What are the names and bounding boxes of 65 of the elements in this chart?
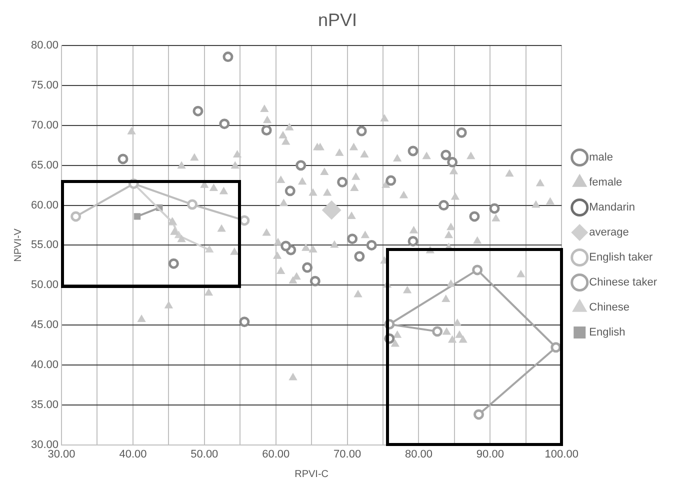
- y-axis-title: NPVI-V: [12, 228, 24, 262]
- point: [310, 276, 320, 286]
- legend-label: average: [589, 226, 629, 239]
- point: [296, 160, 306, 171]
- chart-title: nPVI: [318, 10, 358, 30]
- point: [356, 126, 367, 136]
- x-tick-label: 40.00: [119, 448, 147, 460]
- point: [239, 316, 250, 328]
- y-tick-label: 60.00: [30, 199, 59, 212]
- point: [261, 124, 272, 136]
- y-tick-label: 75.00: [30, 80, 59, 92]
- y-tick-label: 65.00: [30, 159, 59, 172]
- legend-label: male: [589, 152, 613, 164]
- legend-label: Chinese taker: [589, 276, 658, 289]
- legend-label: English: [589, 326, 626, 339]
- x-tick-label: 100.00: [544, 448, 578, 460]
- point: [280, 240, 292, 252]
- point: [432, 326, 443, 337]
- point: [386, 175, 396, 186]
- point: [192, 106, 204, 116]
- y-tick-label: 40.00: [30, 358, 59, 371]
- y-tick-label: 55.00: [30, 239, 59, 252]
- point: [489, 203, 500, 214]
- point: [222, 52, 234, 62]
- point: [354, 251, 365, 262]
- point: [118, 154, 128, 164]
- point: [438, 200, 449, 211]
- y-tick-label: 45.00: [30, 319, 59, 332]
- point: [168, 258, 179, 269]
- y-tick-label: 80.00: [30, 40, 59, 52]
- point: [134, 213, 141, 220]
- point: [302, 262, 313, 273]
- point: [366, 240, 377, 250]
- point: [347, 234, 358, 244]
- y-tick-label: 30.00: [30, 438, 59, 451]
- x-tick-label: 30.00: [48, 448, 76, 460]
- x-tick-label: 90.00: [476, 448, 504, 460]
- point: [205, 245, 214, 252]
- y-tick-label: 70.00: [30, 119, 59, 132]
- y-tick-label: 50.00: [30, 279, 59, 292]
- point: [472, 264, 483, 276]
- y-tick-label: 35.00: [30, 398, 59, 411]
- point: [70, 211, 82, 222]
- point: [284, 186, 296, 196]
- point: [550, 342, 562, 353]
- x-tick-label: 70.00: [334, 448, 362, 460]
- x-tick-label: 80.00: [404, 448, 433, 460]
- point: [469, 211, 480, 222]
- legend-label: Chinese: [589, 302, 630, 314]
- legend-label: female: [589, 176, 622, 189]
- point: [322, 200, 342, 220]
- legend-label: English taker: [589, 252, 654, 264]
- point: [408, 236, 418, 246]
- point: [337, 176, 348, 188]
- point: [408, 146, 418, 156]
- x-axis-title: RPVI-C: [294, 468, 329, 480]
- point: [474, 409, 484, 420]
- point: [219, 118, 230, 130]
- point: [440, 150, 452, 160]
- point: [456, 127, 467, 138]
- legend-label: Mandarin: [589, 202, 635, 214]
- x-tick-label: 50.00: [190, 448, 218, 460]
- point: [187, 199, 198, 210]
- point: [447, 156, 458, 168]
- x-tick-label: 60.00: [262, 448, 290, 460]
